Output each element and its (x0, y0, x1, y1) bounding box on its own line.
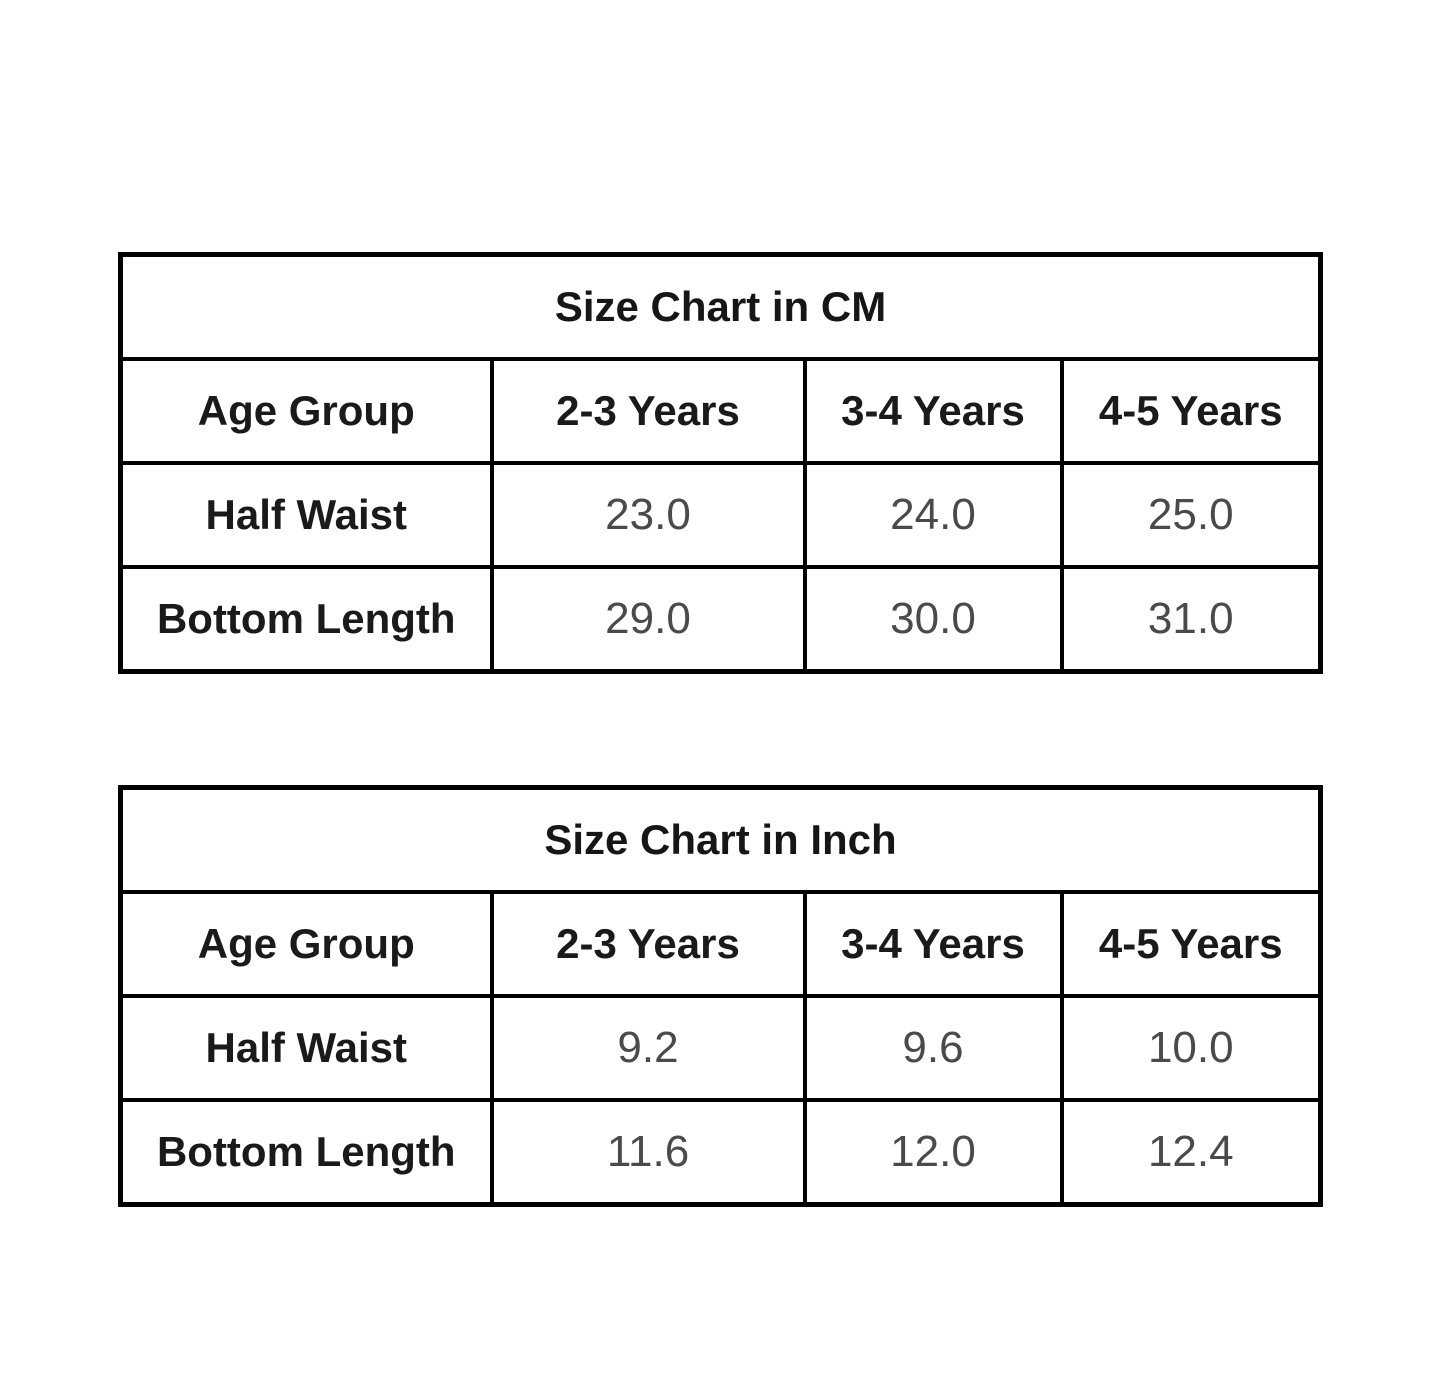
inch-half-waist-3-4: 9.6 (802, 994, 1064, 1102)
cm-bottom-length-4-5: 31.0 (1059, 565, 1323, 674)
inch-bottom-length-4-5: 12.4 (1059, 1098, 1323, 1207)
table-row: Bottom Length 29.0 30.0 31.0 (118, 565, 1323, 674)
cm-header-3-4-years: 3-4 Years (802, 357, 1064, 465)
size-chart-inch-table: Size Chart in Inch Age Group 2-3 Years 3… (118, 785, 1324, 1207)
size-chart-cm-title: Size Chart in CM (118, 252, 1323, 361)
table-row: Half Waist 9.2 9.6 10.0 (118, 994, 1323, 1102)
table-row: Size Chart in Inch (118, 785, 1323, 894)
inch-header-age-group: Age Group (118, 890, 494, 998)
cm-bottom-length-2-3: 29.0 (489, 565, 807, 674)
cm-bottom-length-3-4: 30.0 (802, 565, 1064, 674)
cm-half-waist-3-4: 24.0 (802, 461, 1064, 569)
size-chart-cm-table: Size Chart in CM Age Group 2-3 Years 3-4… (118, 252, 1323, 674)
size-chart-inch-title: Size Chart in Inch (118, 785, 1323, 894)
cm-half-waist-2-3: 23.0 (489, 461, 807, 569)
table-row: Half Waist 23.0 24.0 25.0 (118, 461, 1323, 569)
cm-row-label-bottom-length: Bottom Length (118, 565, 494, 674)
table-row: Bottom Length 11.6 12.0 12.4 (118, 1098, 1323, 1207)
cm-header-2-3-years: 2-3 Years (489, 357, 807, 465)
inch-half-waist-2-3: 9.2 (489, 994, 807, 1102)
inch-bottom-length-3-4: 12.0 (802, 1098, 1064, 1207)
inch-bottom-length-2-3: 11.6 (489, 1098, 807, 1207)
inch-row-label-half-waist: Half Waist (118, 994, 494, 1102)
table-row: Size Chart in CM (118, 252, 1323, 361)
inch-header-4-5-years: 4-5 Years (1059, 890, 1323, 998)
inch-header-2-3-years: 2-3 Years (489, 890, 807, 998)
cm-row-label-half-waist: Half Waist (118, 461, 494, 569)
inch-header-3-4-years: 3-4 Years (802, 890, 1064, 998)
cm-half-waist-4-5: 25.0 (1059, 461, 1323, 569)
inch-row-label-bottom-length: Bottom Length (118, 1098, 494, 1207)
inch-half-waist-4-5: 10.0 (1059, 994, 1323, 1102)
table-row: Age Group 2-3 Years 3-4 Years 4-5 Years (118, 357, 1323, 465)
cm-header-age-group: Age Group (118, 357, 494, 465)
table-row: Age Group 2-3 Years 3-4 Years 4-5 Years (118, 890, 1323, 998)
cm-header-4-5-years: 4-5 Years (1059, 357, 1323, 465)
